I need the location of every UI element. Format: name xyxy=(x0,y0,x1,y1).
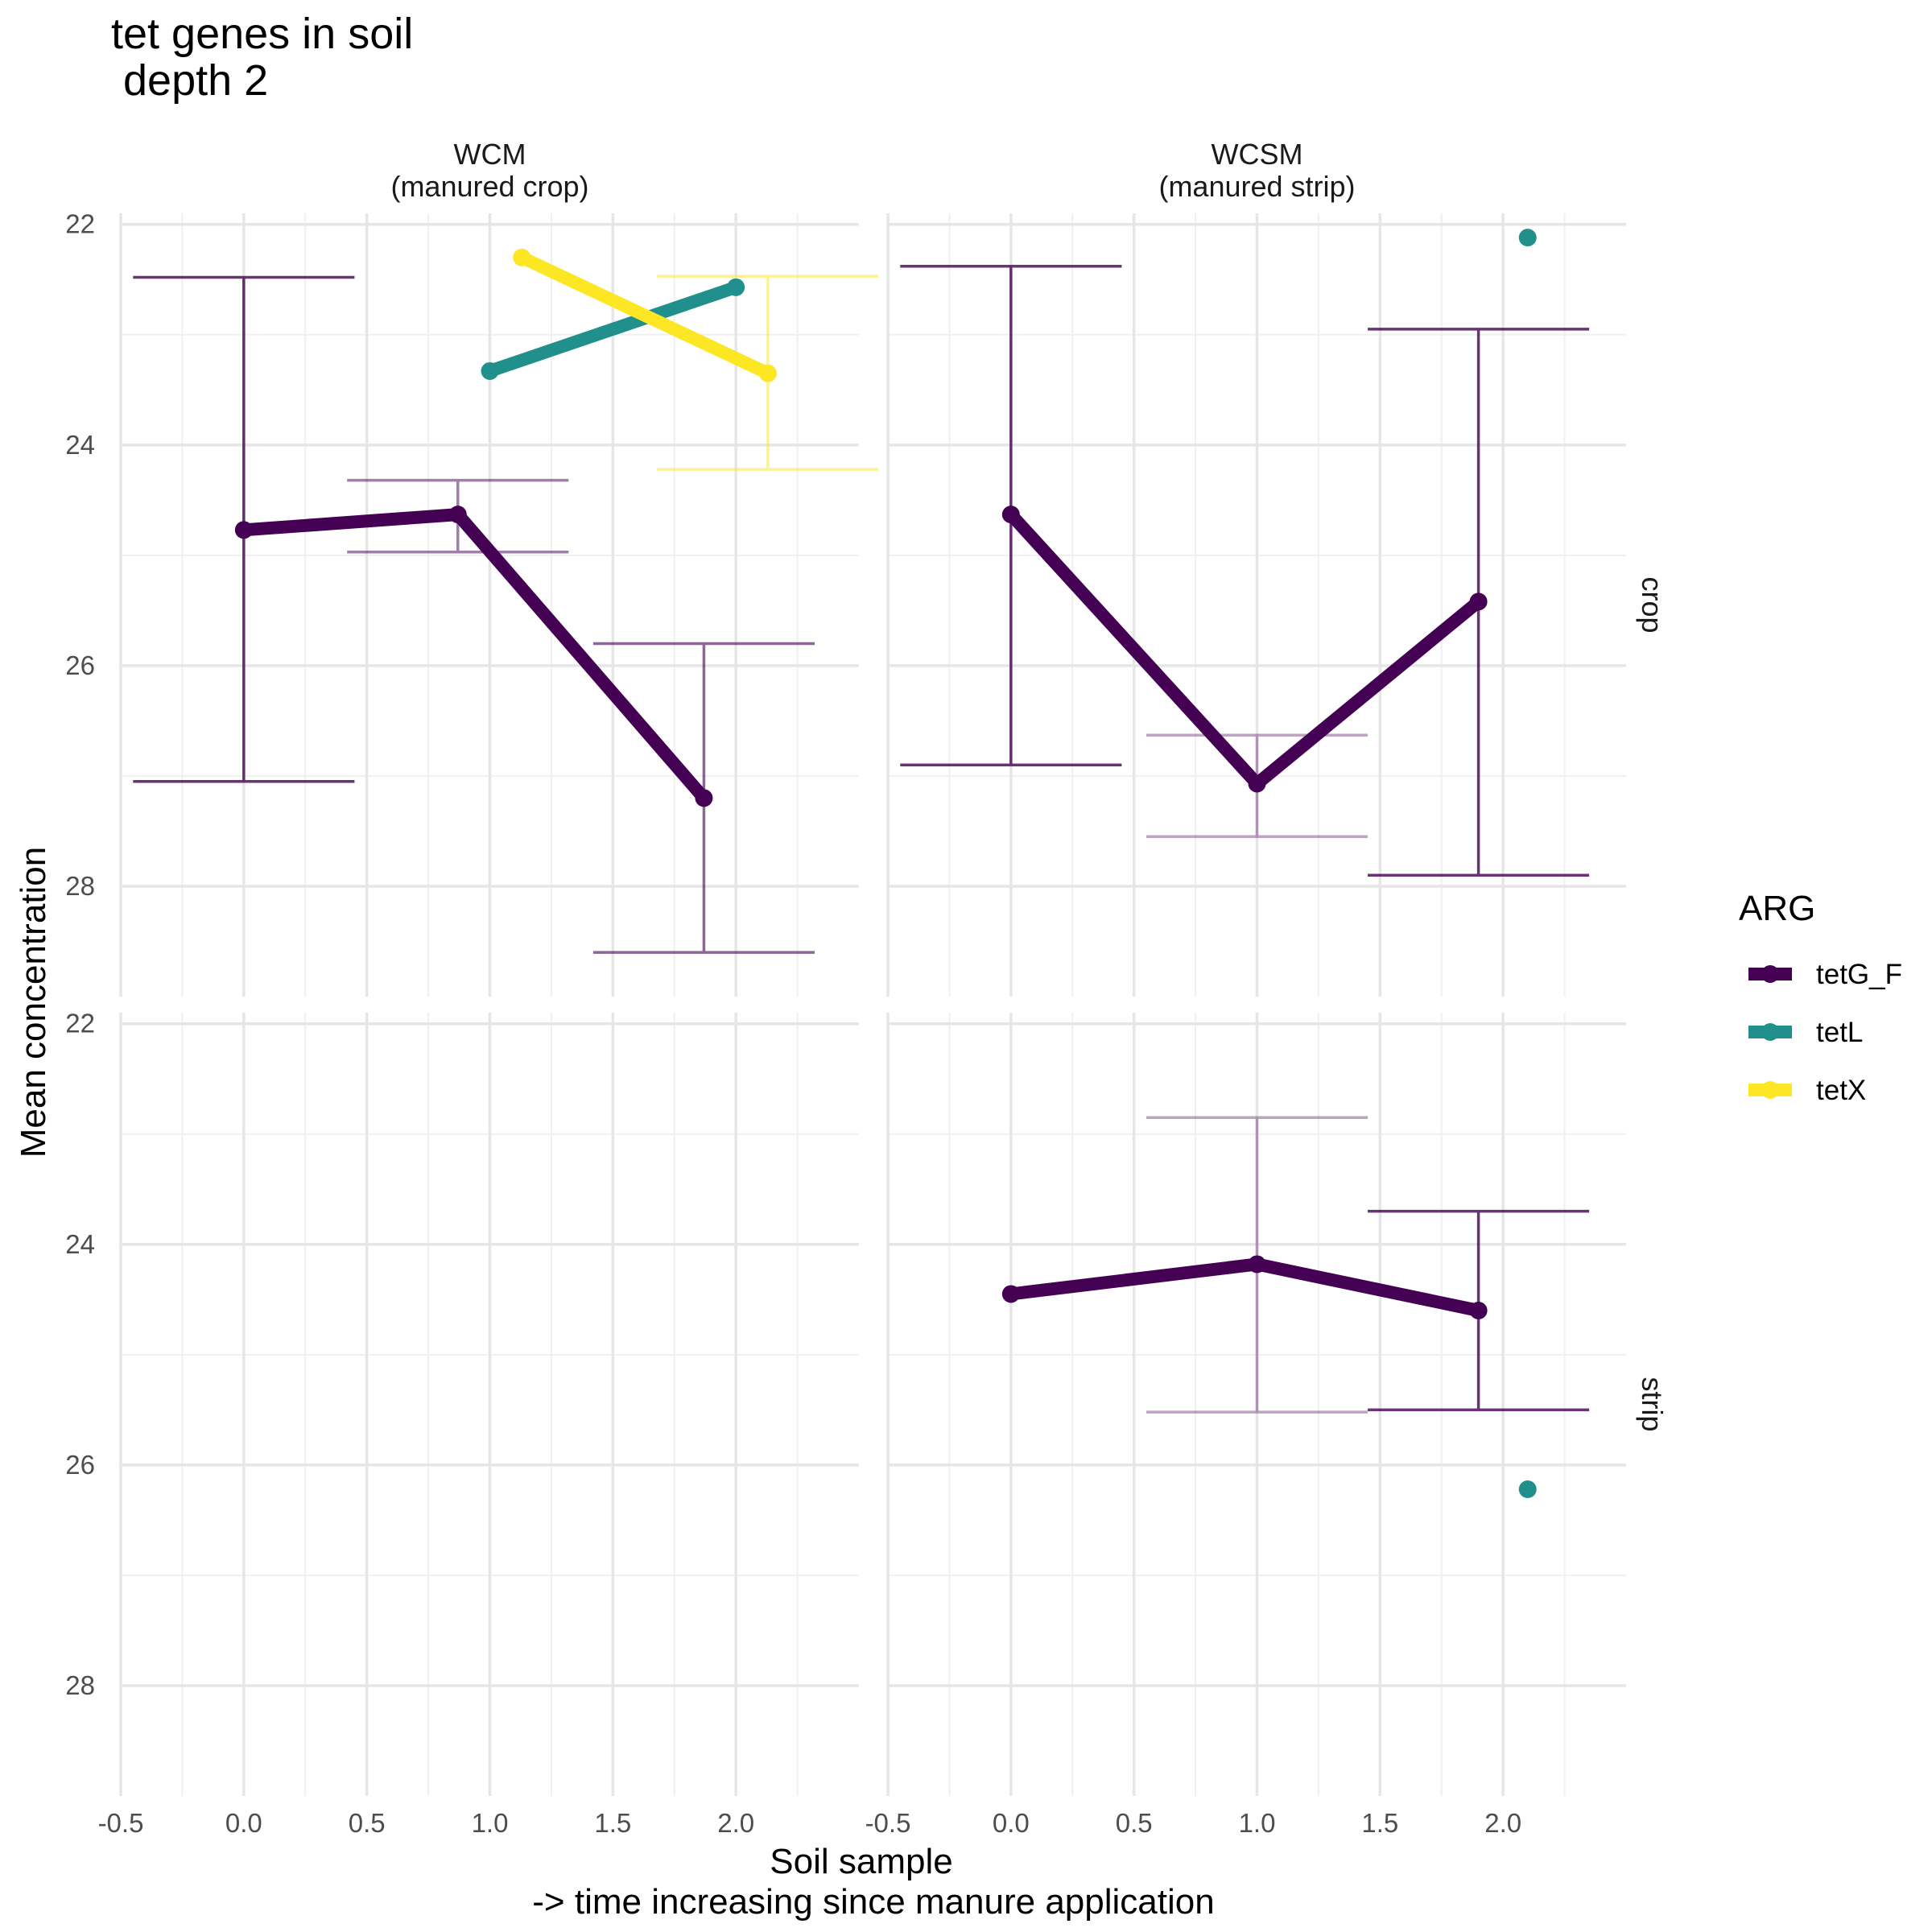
point-tetG_F xyxy=(1001,506,1020,524)
point-tetL xyxy=(1518,1480,1537,1499)
x-tick-label: 1.0 xyxy=(472,1808,509,1838)
panel-0-1 xyxy=(886,213,1626,997)
point-tetG_F xyxy=(234,521,253,539)
x-tick-label: 2.0 xyxy=(717,1808,754,1838)
y-tick-label: 24 xyxy=(65,1229,95,1259)
panel-data-0-0 xyxy=(133,248,879,954)
x-tick-label: 0.5 xyxy=(349,1808,386,1838)
panel-1-0 xyxy=(119,1013,859,1796)
legend-label: tetG_F xyxy=(1816,959,1902,990)
x-axis-title-line-1: Soil sample xyxy=(770,1842,952,1881)
legend-item-tetL: tetL xyxy=(1748,1017,1863,1048)
chart-title-line-1: tet genes in soil xyxy=(111,10,413,58)
chart-title: tet genes in soil depth 2 xyxy=(111,10,413,105)
legend-title: ARG xyxy=(1739,889,1815,928)
panel-1-1 xyxy=(886,1013,1626,1796)
x-tick-label: 0.0 xyxy=(225,1808,262,1838)
point-tetG_F xyxy=(1248,774,1266,793)
point-tetL xyxy=(727,278,745,296)
series-line-tetG_F xyxy=(1004,1257,1485,1318)
point-tetG_F xyxy=(1001,1285,1020,1303)
legend: ARG tetG_F tetL tetX xyxy=(1739,889,1902,1106)
point-tetL xyxy=(481,361,499,380)
x-tick-label: -0.5 xyxy=(98,1808,144,1838)
point-tetG_F xyxy=(448,506,467,524)
chart-title-line-2: depth 2 xyxy=(111,56,268,105)
legend-label: tetX xyxy=(1816,1075,1866,1106)
facet-strips: WCM (manured crop) WCSM (manured strip) crop… xyxy=(390,138,1669,1432)
point-tetX xyxy=(758,364,777,382)
facet-row-label: strip xyxy=(1636,1377,1669,1431)
point-tetG_F xyxy=(695,789,713,807)
x-tick-label: 0.5 xyxy=(1116,1808,1153,1838)
panel-data-0-1 xyxy=(900,229,1590,877)
y-tick-label: 28 xyxy=(65,871,95,901)
x-tick-label: 1.0 xyxy=(1239,1808,1276,1838)
y-axis-title: Mean concentration xyxy=(14,847,53,1158)
facet-panels xyxy=(119,213,1626,1796)
point-tetG_F xyxy=(1469,592,1488,611)
axis-ticks: 22 24 26 28 22 24 26 28 -0.5 0.0 0.5 1.0 1.5 2.0 -0.5 0… xyxy=(65,209,1521,1838)
y-tick-label: 24 xyxy=(65,430,95,460)
y-tick-label: 28 xyxy=(65,1670,95,1700)
y-tick-label: 22 xyxy=(65,209,95,239)
point-tetG_F xyxy=(1469,1302,1488,1320)
x-tick-label: 2.0 xyxy=(1484,1808,1521,1838)
x-tick-label: 1.5 xyxy=(594,1808,631,1838)
x-axis-title-line-2: -> time increasing since manure applicat… xyxy=(532,1882,1214,1922)
legend-key-point xyxy=(1761,1081,1779,1099)
x-tick-label: 1.5 xyxy=(1361,1808,1398,1838)
legend-label: tetL xyxy=(1816,1017,1863,1048)
x-tick-label: -0.5 xyxy=(865,1808,911,1838)
panel-0-0 xyxy=(119,213,859,997)
facet-col-label: WCM (manured crop) xyxy=(390,138,588,203)
series-line-tetG_F xyxy=(237,508,711,805)
legend-item-tetX: tetX xyxy=(1748,1075,1866,1106)
x-tick-label: 0.0 xyxy=(993,1808,1030,1838)
series-line-tetL xyxy=(483,280,743,378)
facet-row-label: crop xyxy=(1636,576,1669,633)
point-tetG_F xyxy=(1248,1255,1266,1274)
legend-key-point xyxy=(1761,1023,1779,1041)
point-tetL xyxy=(1518,229,1537,247)
facet-col-label: WCSM (manured strip) xyxy=(1158,138,1355,203)
legend-item-tetG_F: tetG_F xyxy=(1748,959,1902,990)
y-tick-label: 22 xyxy=(65,1009,95,1038)
point-tetX xyxy=(513,248,531,266)
y-tick-label: 26 xyxy=(65,650,95,680)
series-line-tetX xyxy=(515,250,774,380)
axis-titles: Soil sample -> time increasing since man… xyxy=(14,847,1215,1922)
panel-data-1-1 xyxy=(1001,1116,1590,1499)
y-tick-label: 26 xyxy=(65,1450,95,1480)
legend-key-point xyxy=(1761,965,1779,983)
